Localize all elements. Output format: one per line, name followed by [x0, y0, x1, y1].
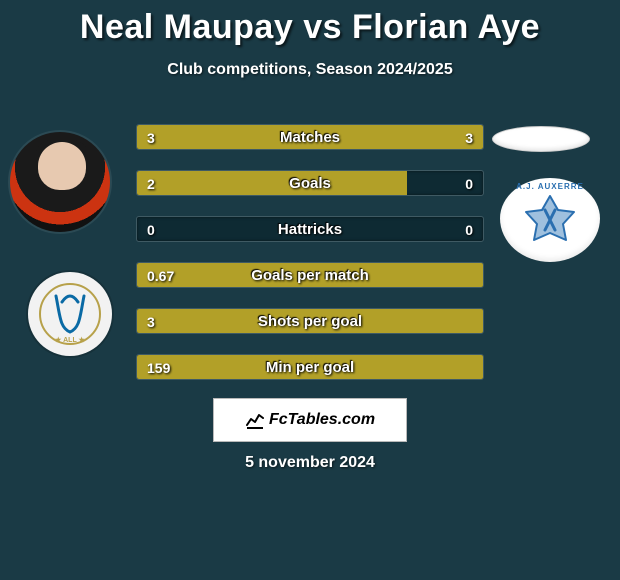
bar-value-left: 0.67	[147, 263, 174, 287]
bar-fill-right	[310, 125, 483, 149]
bar-row: 33Matches	[136, 124, 484, 150]
bar-fill-left	[137, 355, 483, 379]
bar-value-right: 0	[465, 171, 473, 195]
bar-label: Hattricks	[137, 217, 483, 241]
bar-fill-left	[137, 171, 407, 195]
bar-value-left: 3	[147, 125, 155, 149]
bar-value-right: 3	[465, 125, 473, 149]
bar-fill-left	[137, 263, 483, 287]
bar-value-left: 0	[147, 217, 155, 241]
bar-row: 159Min per goal	[136, 354, 484, 380]
page-title: Neal Maupay vs Florian Aye	[0, 0, 620, 47]
svg-text:★ ALL ★: ★ ALL ★	[55, 336, 85, 344]
club-left-badge: ★ ALL ★	[28, 272, 112, 356]
bar-value-right: 0	[465, 217, 473, 241]
bar-value-left: 2	[147, 171, 155, 195]
club-right-label: A.J. AUXERRE	[516, 182, 584, 191]
bar-row: 20Goals	[136, 170, 484, 196]
branding-banner: FcTables.com	[213, 398, 407, 442]
bar-fill-left	[137, 309, 483, 333]
branding-text: FcTables.com	[269, 411, 375, 429]
bar-value-left: 159	[147, 355, 170, 379]
om-crest-icon: ★ ALL ★	[38, 282, 102, 346]
page-subtitle: Club competitions, Season 2024/2025	[0, 61, 620, 79]
fctables-logo-icon	[245, 410, 265, 430]
bar-fill-left	[137, 125, 310, 149]
bar-value-left: 3	[147, 309, 155, 333]
page-date: 5 november 2024	[0, 454, 620, 472]
player-right-placeholder	[492, 126, 590, 152]
auxerre-crest-icon	[515, 190, 585, 250]
player-left-photo	[8, 130, 112, 234]
bar-row: 3Shots per goal	[136, 308, 484, 334]
comparison-bars: 33Matches20Goals00Hattricks0.67Goals per…	[136, 124, 484, 400]
bar-row: 0.67Goals per match	[136, 262, 484, 288]
club-right-badge: A.J. AUXERRE	[500, 178, 600, 262]
bar-row: 0 0Hattricks	[136, 216, 484, 242]
